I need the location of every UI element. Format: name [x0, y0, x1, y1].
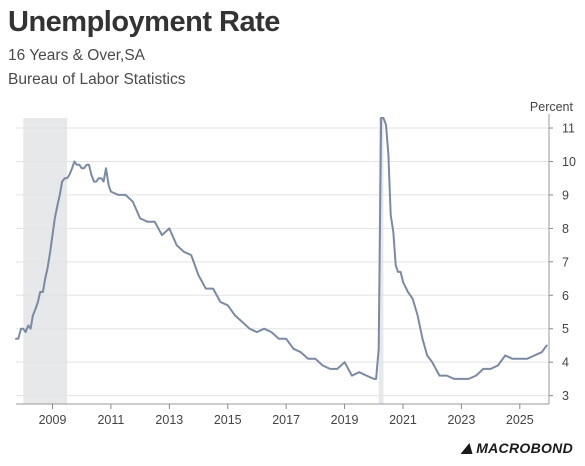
xtick-label-2017: 2017	[272, 413, 300, 427]
macrobond-mark-icon	[460, 442, 476, 454]
recession-band-0	[23, 118, 68, 404]
ytick-label-11: 11	[562, 122, 575, 136]
series-layer	[15, 117, 548, 380]
xtick-label-2009: 2009	[39, 413, 67, 427]
ytick-label-7: 7	[562, 255, 569, 269]
ytick-label-4: 4	[562, 356, 569, 370]
ytick-label-5: 5	[562, 322, 569, 336]
macrobond-logo: MACROBOND	[460, 440, 573, 456]
ytick-label-3: 3	[562, 389, 569, 403]
xtick-label-2011: 2011	[97, 413, 124, 427]
axis-layer	[16, 114, 553, 409]
xtick-label-2013: 2013	[155, 413, 183, 427]
y-axis-unit-label: Percent	[530, 100, 574, 114]
xtick-label-2019: 2019	[331, 413, 359, 427]
chart-subtitle-source: Bureau of Labor Statistics	[8, 71, 186, 88]
grid-layer	[16, 127, 549, 397]
xtick-label-2021: 2021	[389, 413, 417, 427]
chart-title: Unemployment Rate	[8, 6, 280, 38]
series-line-unemployment-rate	[15, 117, 548, 380]
ytick-label-9: 9	[562, 188, 569, 202]
label-layer: 3 4 5 6 7 8 9 10 11 Percent 2009 2011 2013 2015 2017 20…	[39, 100, 576, 427]
macrobond-wordmark: MACROBOND	[476, 440, 573, 456]
ytick-label-6: 6	[562, 289, 569, 303]
recession-shading-layer	[23, 118, 384, 404]
xtick-label-2023: 2023	[447, 413, 475, 427]
ytick-label-8: 8	[562, 222, 569, 236]
ytick-label-10: 10	[562, 155, 576, 169]
chart-subtitle-series: 16 Years & Over,SA	[8, 47, 146, 64]
xtick-label-2015: 2015	[214, 413, 242, 427]
recession-band-1	[378, 118, 384, 404]
xtick-label-2025: 2025	[506, 413, 534, 427]
